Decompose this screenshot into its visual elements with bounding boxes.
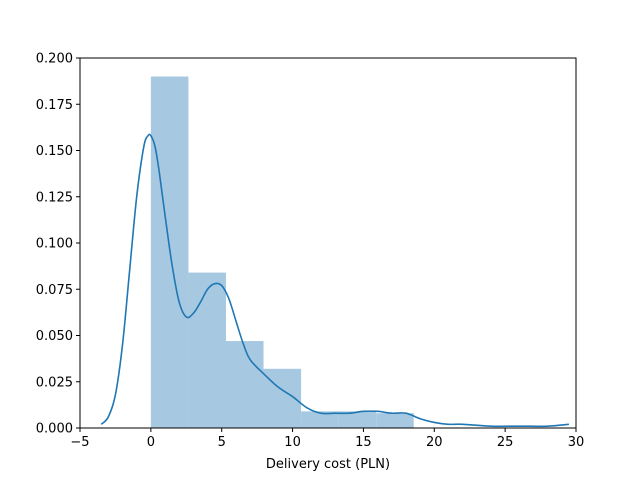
y-tick-label-0: 0.000 (36, 422, 73, 437)
histogram-bars (150, 76, 414, 428)
x-tick-label-2: 5 (218, 435, 226, 450)
x-axis-label: Delivery cost (PLN) (266, 457, 390, 472)
x-axis: −5 0 5 10 15 20 25 30 (70, 428, 584, 450)
y-tick-label-8: 0.200 (36, 52, 73, 67)
x-tick-label-4: 15 (355, 435, 372, 450)
y-tick-label-5: 0.125 (36, 190, 73, 205)
x-tick-label-3: 10 (284, 435, 301, 450)
histogram-bar-5 (338, 411, 377, 428)
histogram-bar-1 (188, 272, 226, 428)
x-tick-label-5: 20 (426, 435, 443, 450)
y-tick-label-2: 0.050 (36, 329, 73, 344)
y-axis: 0.000 0.025 0.050 0.075 0.100 0.125 0.150 0.175… (36, 52, 80, 437)
x-tick-label-0: −5 (70, 435, 89, 450)
kde-line (100, 133, 569, 428)
x-tick-label-6: 25 (497, 435, 514, 450)
y-tick-label-3: 0.075 (36, 283, 73, 298)
x-tick-label-1: 0 (147, 435, 155, 450)
y-tick-label-1: 0.025 (36, 375, 73, 390)
histogram-bar-4 (301, 411, 339, 428)
histogram-bar-6 (376, 413, 414, 428)
y-tick-label-7: 0.175 (36, 98, 73, 113)
histogram-bar-2 (225, 341, 264, 428)
y-tick-label-6: 0.150 (36, 144, 73, 159)
y-tick-label-4: 0.100 (36, 237, 73, 252)
x-tick-label-7: 30 (568, 435, 585, 450)
